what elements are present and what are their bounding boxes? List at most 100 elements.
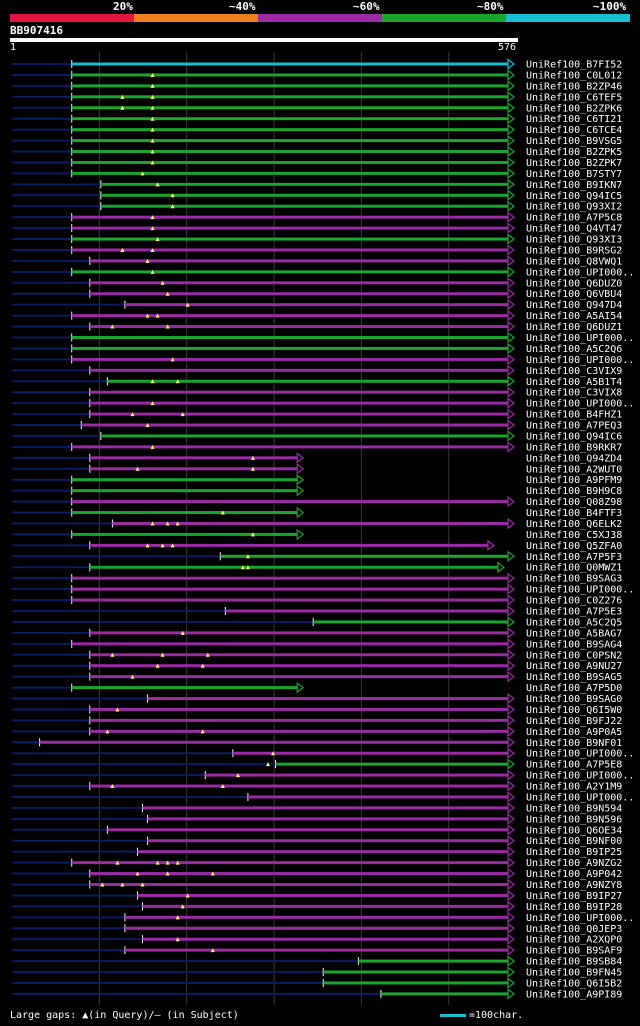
hit-row[interactable]: UniRef100_UPI000.. xyxy=(12,331,634,344)
hit-label[interactable]: UniRef100_A7P5E8 xyxy=(526,760,622,771)
hit-label[interactable]: UniRef100_B2ZPK5 xyxy=(526,147,622,158)
hit-row[interactable]: UniRef100_B7STY7 xyxy=(12,167,622,180)
hit-label[interactable]: UniRef100_Q6I5B2 xyxy=(526,978,622,989)
hit-label[interactable]: UniRef100_UPI000.. xyxy=(526,267,634,278)
hit-row[interactable]: UniRef100_B2ZPK5 xyxy=(12,145,622,158)
hit-label[interactable]: UniRef100_A7PEQ3 xyxy=(526,421,622,432)
hit-row[interactable]: UniRef100_A7P5F3 xyxy=(12,550,622,563)
hit-label[interactable]: UniRef100_B9H9C8 xyxy=(526,486,622,497)
hit-row[interactable]: UniRef100_B9RKR7 xyxy=(12,441,622,453)
hit-label[interactable]: UniRef100_Q8VWQ1 xyxy=(526,256,622,267)
hit-row[interactable]: UniRef100_UPI000.. xyxy=(12,791,634,803)
hit-label[interactable]: UniRef100_UPI000.. xyxy=(526,355,634,366)
hit-label[interactable]: UniRef100_B9NF00 xyxy=(526,836,622,847)
hit-label[interactable]: UniRef100_C5XJ38 xyxy=(526,530,622,541)
hit-label[interactable]: UniRef100_C6TCE4 xyxy=(526,125,622,136)
hit-label[interactable]: UniRef100_UPI000.. xyxy=(526,333,634,344)
hit-row[interactable]: UniRef100_B7FI52 xyxy=(12,58,622,71)
hit-label[interactable]: UniRef100_A9NZY8 xyxy=(526,880,622,891)
hit-label[interactable]: UniRef100_Q6ELK2 xyxy=(526,519,622,530)
hit-label[interactable]: UniRef100_Q4VT47 xyxy=(526,224,622,235)
hit-label[interactable]: UniRef100_Q94IC5 xyxy=(526,191,622,202)
hit-row[interactable]: UniRef100_Q8VWQ1 xyxy=(12,255,622,267)
hit-label[interactable]: UniRef100_Q947D4 xyxy=(526,300,622,311)
hit-row[interactable]: UniRef100_Q6VBU4 xyxy=(12,288,622,300)
hit-row[interactable]: UniRef100_Q0JEP3 xyxy=(12,922,622,935)
hit-row[interactable]: UniRef100_B9SAG3 xyxy=(12,572,622,585)
hit-row[interactable]: UniRef100_B9FN45 xyxy=(12,966,622,979)
hit-row[interactable]: UniRef100_A2XQP0 xyxy=(12,933,622,946)
hit-label[interactable]: UniRef100_B9SAG3 xyxy=(526,574,622,585)
hit-row[interactable]: UniRef100_Q6DUZ0 xyxy=(12,277,622,289)
hit-row[interactable]: UniRef100_Q6I5B2 xyxy=(12,977,622,989)
hit-row[interactable]: UniRef100_UPI000.. xyxy=(12,747,634,760)
hit-row[interactable]: UniRef100_A9PI89 xyxy=(12,988,622,1000)
hit-row[interactable]: UniRef100_A7P5D0 xyxy=(12,681,622,694)
hit-row[interactable]: UniRef100_B9FJ22 xyxy=(12,714,622,727)
hit-row[interactable]: UniRef100_B9SAG0 xyxy=(12,692,622,705)
hit-row[interactable]: UniRef100_A7P5E3 xyxy=(12,605,622,618)
hit-label[interactable]: UniRef100_B4FHZ1 xyxy=(526,410,622,421)
hit-label[interactable]: UniRef100_A7P5F3 xyxy=(526,552,622,563)
hit-row[interactable]: UniRef100_Q6OE34 xyxy=(12,824,622,836)
hit-label[interactable]: UniRef100_A5AI54 xyxy=(526,311,622,322)
hit-label[interactable]: UniRef100_A7P5D0 xyxy=(526,683,622,694)
hit-label[interactable]: UniRef100_UPI000.. xyxy=(526,792,634,803)
hit-label[interactable]: UniRef100_A9P0A5 xyxy=(526,727,622,738)
hit-row[interactable]: UniRef100_A7P5E8 xyxy=(12,758,622,771)
hit-row[interactable]: UniRef100_B9N594 xyxy=(12,802,622,814)
hit-row[interactable]: UniRef100_A9PFM9 xyxy=(12,474,622,486)
hit-row[interactable]: UniRef100_Q94IC6 xyxy=(12,430,622,442)
hit-row[interactable]: UniRef100_Q0MWZ1 xyxy=(12,561,622,574)
hit-label[interactable]: UniRef100_Q6DUZ1 xyxy=(526,322,622,333)
hit-row[interactable]: UniRef100_A5C2Q5 xyxy=(12,616,622,628)
hit-row[interactable]: UniRef100_UPI000.. xyxy=(12,769,634,782)
hit-row[interactable]: UniRef100_B4FTF3 xyxy=(12,506,622,519)
hit-label[interactable]: UniRef100_B9N596 xyxy=(526,814,622,825)
hit-row[interactable]: UniRef100_B2ZPK6 xyxy=(12,102,622,114)
hit-label[interactable]: UniRef100_Q94ZD4 xyxy=(526,453,622,464)
hit-label[interactable]: UniRef100_A2WUT0 xyxy=(526,464,622,475)
hit-row[interactable]: UniRef100_A5AI54 xyxy=(12,309,622,322)
hit-row[interactable]: UniRef100_B9IP28 xyxy=(12,900,622,913)
hit-label[interactable]: UniRef100_A9P042 xyxy=(526,869,622,880)
hit-row[interactable]: UniRef100_Q947D4 xyxy=(12,298,622,311)
hit-label[interactable]: UniRef100_Q0MWZ1 xyxy=(526,563,622,574)
hit-row[interactable]: UniRef100_B9NF00 xyxy=(12,835,622,847)
hit-label[interactable]: UniRef100_Q93XI2 xyxy=(526,202,622,213)
hit-label[interactable]: UniRef100_C3VIX8 xyxy=(526,388,622,399)
hit-label[interactable]: UniRef100_Q94IC6 xyxy=(526,431,622,442)
hit-label[interactable]: UniRef100_C6TEF5 xyxy=(526,92,622,103)
hit-label[interactable]: UniRef100_B9SAF9 xyxy=(526,946,622,957)
hit-label[interactable]: UniRef100_C0Z276 xyxy=(526,596,622,607)
hit-label[interactable]: UniRef100_Q6DUZ0 xyxy=(526,278,622,289)
hit-label[interactable]: UniRef100_Q08Z98 xyxy=(526,497,622,508)
hit-row[interactable]: UniRef100_Q93XI2 xyxy=(12,200,622,213)
hit-row[interactable]: UniRef100_Q93XI3 xyxy=(12,233,622,246)
hit-label[interactable]: UniRef100_B4FTF3 xyxy=(526,508,622,519)
hit-row[interactable]: UniRef100_C6TI21 xyxy=(12,113,622,125)
hit-row[interactable]: UniRef100_C6TCE4 xyxy=(12,123,622,136)
hit-label[interactable]: UniRef100_B9N594 xyxy=(526,803,622,814)
hit-row[interactable]: UniRef100_C6TEF5 xyxy=(12,91,622,103)
hit-row[interactable]: UniRef100_C3VIX9 xyxy=(12,364,622,377)
hit-label[interactable]: UniRef100_C6TI21 xyxy=(526,114,622,125)
hit-label[interactable]: UniRef100_UPI000.. xyxy=(526,749,634,760)
hit-label[interactable]: UniRef100_B9RKR7 xyxy=(526,442,622,453)
hit-label[interactable]: UniRef100_A2XQP0 xyxy=(526,935,622,946)
hit-row[interactable]: UniRef100_UPI000.. xyxy=(12,397,634,410)
hit-row[interactable]: UniRef100_B9NF01 xyxy=(12,736,622,749)
hit-label[interactable]: UniRef100_Q5ZFA0 xyxy=(526,541,622,552)
hit-row[interactable]: UniRef100_A7P5C8 xyxy=(12,211,622,224)
hit-row[interactable]: UniRef100_A9P042 xyxy=(12,867,622,880)
hit-row[interactable]: UniRef100_B9H9C8 xyxy=(12,484,622,497)
hit-row[interactable]: UniRef100_B4FHZ1 xyxy=(12,408,622,421)
hit-row[interactable]: UniRef100_B9IP25 xyxy=(12,845,622,858)
hit-row[interactable]: UniRef100_A2WUT0 xyxy=(12,463,622,475)
hit-label[interactable]: UniRef100_B9IKN7 xyxy=(526,180,622,191)
hit-row[interactable]: UniRef100_B9IP27 xyxy=(12,889,622,902)
hit-row[interactable]: UniRef100_UPI000.. xyxy=(12,353,634,366)
hit-row[interactable]: UniRef100_UPI000.. xyxy=(12,266,634,278)
hit-row[interactable]: UniRef100_B9N596 xyxy=(12,813,622,825)
hit-label[interactable]: UniRef100_B7STY7 xyxy=(526,169,622,180)
